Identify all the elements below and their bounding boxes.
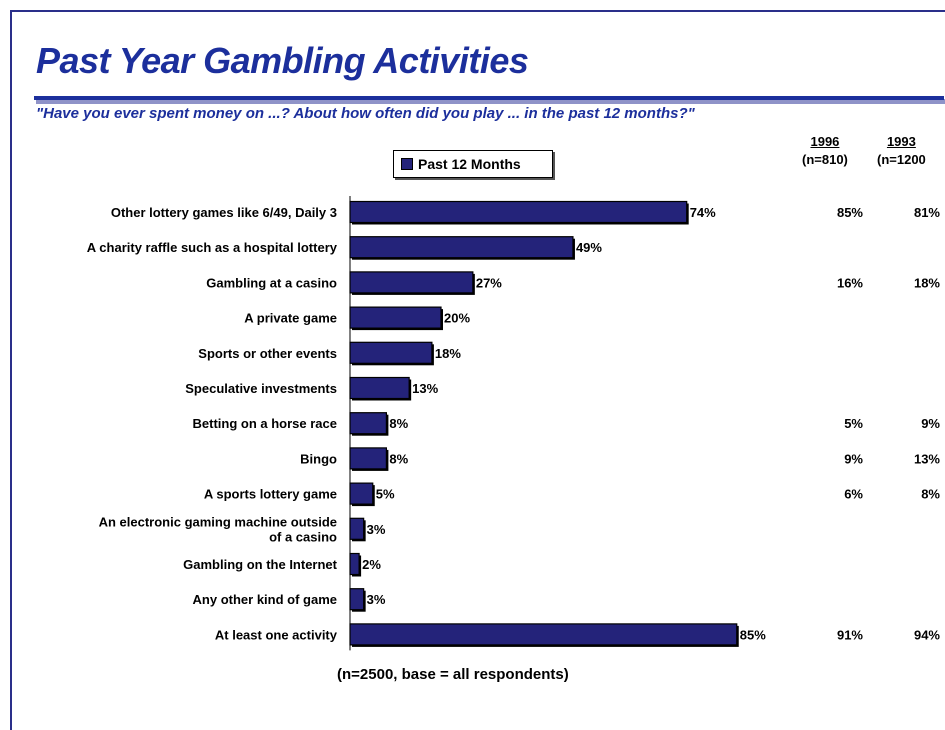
- bar: [349, 482, 374, 505]
- slide-frame: [10, 10, 945, 730]
- chart-legend: Past 12 Months: [393, 150, 553, 178]
- bar-value-label: 3%: [367, 592, 386, 607]
- sample-note: (n=2500, base = all respondents): [337, 666, 569, 683]
- category-label: Bingo: [300, 451, 337, 466]
- column-header-1996: 1996 (n=810): [802, 133, 848, 169]
- bar: [349, 236, 574, 259]
- bar-value-label: 3%: [367, 522, 386, 537]
- bar-value-label: 27%: [476, 275, 502, 290]
- legend-swatch: [401, 158, 413, 170]
- category-label: Betting on a horse race: [193, 416, 337, 431]
- bar-value-label: 2%: [362, 557, 381, 572]
- value-1996: 6%: [844, 487, 863, 502]
- page-subtitle: "Have you ever spent money on ...? About…: [36, 105, 695, 122]
- page-title: Past Year Gambling Activities: [36, 40, 529, 81]
- column-year-1993: 1993: [886, 134, 916, 149]
- category-label: A charity raffle such as a hospital lott…: [87, 240, 338, 255]
- bar: [349, 376, 410, 400]
- category-label: Speculative investments: [185, 381, 337, 396]
- value-1996: 16%: [837, 275, 863, 290]
- column-year-1996: 1996: [810, 134, 840, 149]
- category-label: An electronic gaming machine outside: [99, 514, 337, 529]
- value-1993: 13%: [914, 451, 940, 466]
- bar-value-label: 8%: [389, 451, 408, 466]
- category-label: Gambling on the Internet: [183, 557, 338, 572]
- category-label: Any other kind of game: [193, 592, 337, 607]
- column-header-1993: 1993 (n=1200: [877, 133, 926, 169]
- value-1993: 8%: [921, 487, 940, 502]
- bar: [349, 200, 688, 224]
- bar: [349, 341, 433, 364]
- bar-value-label: 74%: [690, 205, 716, 220]
- title-rule: [34, 96, 944, 100]
- category-label: Gambling at a casino: [206, 275, 337, 290]
- column-n-1996: (n=810): [802, 152, 848, 167]
- bar: [349, 271, 474, 294]
- category-label: A private game: [244, 311, 337, 326]
- value-1993: 94%: [914, 627, 940, 642]
- category-label: At least one activity: [215, 627, 338, 642]
- bar-value-label: 18%: [435, 346, 461, 361]
- category-label: A sports lottery game: [204, 487, 337, 502]
- bar: [349, 306, 442, 329]
- category-label: Sports or other events: [198, 346, 337, 361]
- value-1996: 5%: [844, 416, 863, 431]
- bar-value-label: 13%: [412, 381, 438, 396]
- bar: [349, 447, 388, 470]
- bar: [349, 412, 388, 435]
- bar: [349, 517, 365, 540]
- bar-value-label: 8%: [389, 416, 408, 431]
- bar-value-label: 5%: [376, 487, 395, 502]
- value-1996: 9%: [844, 451, 863, 466]
- bar: [349, 623, 738, 646]
- value-1996: 91%: [837, 627, 863, 642]
- value-1996: 85%: [837, 205, 863, 220]
- value-1993: 81%: [914, 205, 940, 220]
- bar: [349, 588, 365, 611]
- bar-value-label: 20%: [444, 311, 470, 326]
- bar-value-label: 49%: [576, 240, 602, 255]
- title-rule-shadow: [36, 99, 945, 104]
- category-label: of a casino: [269, 529, 337, 544]
- bar-value-label: 85%: [740, 627, 766, 642]
- column-n-1993: (n=1200: [877, 152, 926, 167]
- legend-label: Past 12 Months: [418, 156, 521, 172]
- value-1993: 9%: [921, 416, 940, 431]
- category-label: Other lottery games like 6/49, Daily 3: [111, 205, 337, 220]
- value-1993: 18%: [914, 275, 940, 290]
- bar: [349, 552, 360, 576]
